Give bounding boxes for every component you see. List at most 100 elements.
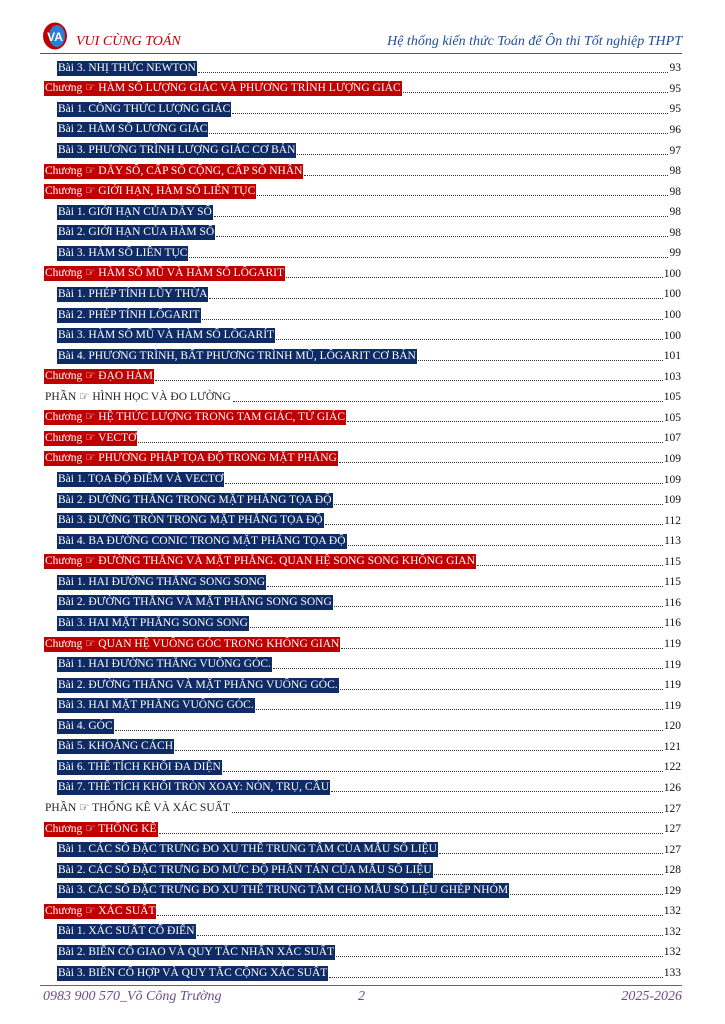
toc-lesson-entry[interactable]: Bài 2. BIẾN CỐ GIAO VÀ QUY TẮC NHÂN XÁC … [44,942,681,963]
toc-entry-title[interactable]: Bài 1. CÔNG THỨC LƯỢNG GIÁC [57,101,232,117]
toc-entry-title[interactable]: Bài 2. ĐƯỜNG THẲNG TRONG MẶT PHẲNG TỌA Đ… [57,492,333,508]
toc-page-number[interactable]: 103 [663,370,681,383]
toc-entry-title[interactable]: Chương ☞ XÁC SUẤT [44,903,157,919]
toc-page-number[interactable]: 115 [664,576,681,589]
toc-page-number[interactable]: 95 [669,82,682,95]
toc-entry-title[interactable]: Bài 4. BA ĐƯỜNG CONIC TRONG MẶT PHẲNG TỌ… [57,533,347,549]
toc-lesson-entry[interactable]: Bài 3. HÀM SỐ LIÊN TỤC 99 [44,243,681,264]
toc-lesson-entry[interactable]: Bài 1. CÔNG THỨC LƯỢNG GIÁC 95 [44,99,681,120]
toc-entry-title[interactable]: Chương ☞ VECTƠ [44,430,138,446]
toc-lesson-entry[interactable]: Bài 3. HAI MẶT PHẲNG SONG SONG 116 [44,613,681,634]
toc-page-number[interactable]: 132 [663,946,681,959]
toc-page-number[interactable]: 115 [664,555,681,568]
toc-entry-title[interactable]: Bài 1. GIỚI HẠN CỦA DÃY SỐ [57,204,213,220]
toc-chapter-entry[interactable]: Chương ☞ HÀM SỐ MŨ VÀ HÀM SỐ LÔGARIT 100 [44,264,681,285]
toc-entry-title[interactable]: Chương ☞ HỆ THỨC LƯỢNG TRONG TAM GIÁC, T… [44,410,346,426]
toc-lesson-entry[interactable]: Bài 7. THỂ TÍCH KHỐI TRÒN XOAY: NÓN, TRỤ… [44,778,681,799]
toc-page-number[interactable]: 98 [669,165,682,178]
toc-lesson-entry[interactable]: Bài 2. CÁC SỐ ĐẶC TRƯNG ĐO MỨC ĐỘ PHÂN T… [44,860,681,881]
toc-entry-title[interactable]: Bài 3. NHỊ THỨC NEWTON [57,60,197,76]
toc-lesson-entry[interactable]: Bài 4. BA ĐƯỜNG CONIC TRONG MẶT PHẲNG TỌ… [44,531,681,552]
toc-page-number[interactable]: 100 [663,288,681,301]
toc-part-entry[interactable]: PHẦN ☞ THỐNG KÊ VÀ XÁC SUẤT 127 [44,798,681,819]
toc-entry-title[interactable]: Bài 1. HAI ĐƯỜNG THẲNG VUÔNG GÓC. [57,657,272,673]
toc-entry-title[interactable]: PHẦN ☞ THỐNG KÊ VÀ XÁC SUẤT [45,802,230,815]
toc-entry-title[interactable]: Bài 2. ĐƯỜNG THẲNG VÀ MẶT PHẲNG VUÔNG GÓ… [57,677,339,693]
toc-entry-title[interactable]: Bài 1. HAI ĐƯỜNG THẲNG SONG SONG [57,574,267,590]
toc-entry-title[interactable]: Bài 1. XÁC SUẤT CỔ ĐIỂN [57,924,196,940]
toc-lesson-entry[interactable]: Bài 3. CÁC SỐ ĐẶC TRƯNG ĐO XU THẾ TRUNG … [44,881,681,902]
toc-page-number[interactable]: 97 [669,144,682,157]
toc-page-number[interactable]: 107 [663,432,681,445]
toc-entry-title[interactable]: Bài 3. HAI MẶT PHẲNG VUÔNG GÓC. [57,698,255,714]
toc-chapter-entry[interactable]: Chương ☞ PHƯƠNG PHÁP TỌA ĐỘ TRONG MẶT PH… [44,449,681,470]
toc-page-number[interactable]: 100 [663,329,681,342]
toc-entry-title[interactable]: Chương ☞ ĐẠO HÀM [44,369,154,385]
toc-entry-title[interactable]: Bài 4. GÓC [57,718,114,734]
toc-entry-title[interactable]: Bài 3. HAI MẶT PHẲNG SONG SONG [57,615,249,631]
toc-entry-title[interactable]: Chương ☞ GIỚI HẠN, HÀM SỐ LIÊN TỤC [44,184,257,200]
toc-lesson-entry[interactable]: Bài 6. THỂ TÍCH KHỐI ĐA DIỆN 122 [44,757,681,778]
toc-entry-title[interactable]: Bài 2. HÀM SỐ LƯƠNG GIÁC [57,122,209,138]
toc-part-entry[interactable]: PHẦN ☞ HÌNH HỌC VÀ ĐO LƯỜNG 105 [44,387,681,408]
toc-page-number[interactable]: 119 [664,679,681,692]
toc-entry-title[interactable]: Bài 3. CÁC SỐ ĐẶC TRƯNG ĐO XU THẾ TRUNG … [57,883,510,899]
toc-chapter-entry[interactable]: Chương ☞ VECTƠ 107 [44,428,681,449]
toc-page-number[interactable]: 105 [663,391,681,404]
toc-page-number[interactable]: 100 [663,267,681,280]
toc-chapter-entry[interactable]: Chương ☞ ĐẠO HÀM 103 [44,366,681,387]
toc-lesson-entry[interactable]: Bài 2. PHÉP TÍNH LÔGARIT 100 [44,305,681,326]
toc-entry-title[interactable]: PHẦN ☞ HÌNH HỌC VÀ ĐO LƯỜNG [45,390,231,403]
toc-entry-title[interactable]: Bài 3. BIẾN CỐ HỢP VÀ QUY TẮC CỘNG XÁC S… [57,965,329,981]
toc-page-number[interactable]: 105 [663,411,681,424]
toc-page-number[interactable]: 95 [669,103,682,116]
toc-page-number[interactable]: 133 [663,967,681,980]
toc-lesson-entry[interactable]: Bài 3. HÀM SỐ MŨ VÀ HÀM SỐ LÔGARÍT 100 [44,325,681,346]
toc-page-number[interactable]: 119 [664,638,681,651]
toc-entry-title[interactable]: Bài 6. THỂ TÍCH KHỐI ĐA DIỆN [57,759,222,775]
toc-entry-title[interactable]: Bài 2. CÁC SỐ ĐẶC TRƯNG ĐO MỨC ĐỘ PHÂN T… [57,862,433,878]
toc-entry-title[interactable]: Bài 1. TỌA ĐỘ ĐIỂM VÀ VECTƠ [57,472,225,488]
toc-page-number[interactable]: 98 [669,206,682,219]
toc-lesson-entry[interactable]: Bài 1. TỌA ĐỘ ĐIỂM VÀ VECTƠ 109 [44,469,681,490]
toc-page-number[interactable]: 127 [663,802,681,815]
toc-lesson-entry[interactable]: Bài 2. ĐƯỜNG THẲNG VÀ MẶT PHẲNG SONG SON… [44,593,681,614]
toc-page-number[interactable]: 109 [663,494,681,507]
toc-entry-title[interactable]: Chương ☞ ĐƯỜNG THẲNG VÀ MẶT PHẲNG. QUAN … [44,554,476,570]
toc-lesson-entry[interactable]: Bài 3. NHỊ THỨC NEWTON 93 [44,58,681,79]
toc-lesson-entry[interactable]: Bài 2. ĐƯỜNG THẲNG VÀ MẶT PHẲNG VUÔNG GÓ… [44,675,681,696]
toc-page-number[interactable]: 119 [664,699,681,712]
toc-entry-title[interactable]: Bài 3. PHƯƠNG TRÌNH LƯỢNG GIÁC CƠ BẢN [57,143,297,159]
toc-lesson-entry[interactable]: Bài 3. BIẾN CỐ HỢP VÀ QUY TẮC CỘNG XÁC S… [44,963,681,984]
toc-page-number[interactable]: 93 [669,62,682,75]
toc-lesson-entry[interactable]: Bài 4. GÓC 120 [44,716,681,737]
toc-page-number[interactable]: 116 [664,617,681,630]
toc-entry-title[interactable]: Bài 2. BIẾN CỐ GIAO VÀ QUY TẮC NHÂN XÁC … [57,944,336,960]
toc-lesson-entry[interactable]: Bài 3. HAI MẶT PHẲNG VUÔNG GÓC. 119 [44,695,681,716]
toc-page-number[interactable]: 116 [664,596,681,609]
toc-lesson-entry[interactable]: Bài 1. CÁC SỐ ĐẶC TRƯNG ĐO XU THẾ TRUNG … [44,839,681,860]
toc-entry-title[interactable]: Chương ☞ QUAN HỆ VUÔNG GÓC TRONG KHÔNG G… [44,636,341,652]
toc-page-number[interactable]: 100 [663,309,681,322]
toc-page-number[interactable]: 132 [663,905,681,918]
toc-lesson-entry[interactable]: Bài 4. PHƯƠNG TRÌNH, BẤT PHƯƠNG TRÌNH MŨ… [44,346,681,367]
toc-lesson-entry[interactable]: Bài 2. HÀM SỐ LƯƠNG GIÁC 96 [44,120,681,141]
toc-lesson-entry[interactable]: Bài 1. HAI ĐƯỜNG THẲNG SONG SONG 115 [44,572,681,593]
toc-entry-title[interactable]: Bài 3. ĐƯỜNG TRÒN TRONG MẶT PHẲNG TỌA ĐỘ [57,513,324,529]
toc-page-number[interactable]: 122 [663,761,681,774]
toc-lesson-entry[interactable]: Bài 3. PHƯƠNG TRÌNH LƯỢNG GIÁC CƠ BẢN 97 [44,140,681,161]
toc-chapter-entry[interactable]: Chương ☞ THỐNG KÊ 127 [44,819,681,840]
toc-chapter-entry[interactable]: Chương ☞ HỆ THỨC LƯỢNG TRONG TAM GIÁC, T… [44,408,681,429]
toc-entry-title[interactable]: Bài 3. HÀM SỐ MŨ VÀ HÀM SỐ LÔGARÍT [57,328,276,344]
toc-entry-title[interactable]: Bài 1. CÁC SỐ ĐẶC TRƯNG ĐO XU THẾ TRUNG … [57,842,438,858]
toc-chapter-entry[interactable]: Chương ☞ ĐƯỜNG THẲNG VÀ MẶT PHẲNG. QUAN … [44,552,681,573]
toc-page-number[interactable]: 109 [663,452,681,465]
toc-entry-title[interactable]: Bài 7. THỂ TÍCH KHỐI TRÒN XOAY: NÓN, TRỤ… [57,780,331,796]
toc-lesson-entry[interactable]: Bài 1. GIỚI HẠN CỦA DÃY SỐ 98 [44,202,681,223]
toc-page-number[interactable]: 128 [663,864,681,877]
toc-chapter-entry[interactable]: Chương ☞ XÁC SUẤT 132 [44,901,681,922]
toc-entry-title[interactable]: Chương ☞ HÀM SỐ LƯỢNG GIÁC VÀ PHƯƠNG TRÌ… [44,81,402,97]
toc-entry-title[interactable]: Bài 4. PHƯƠNG TRÌNH, BẤT PHƯƠNG TRÌNH MŨ… [57,348,417,364]
toc-page-number[interactable]: 127 [663,823,681,836]
toc-entry-title[interactable]: Chương ☞ THỐNG KÊ [44,821,158,837]
